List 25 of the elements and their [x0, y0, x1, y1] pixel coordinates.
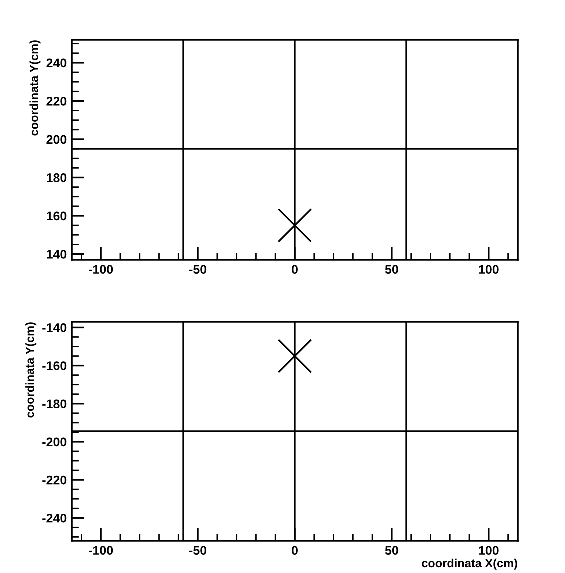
y-tick-label: -180 [42, 400, 67, 409]
y-tick-label: 140 [47, 250, 67, 259]
x-tick-label: 50 [385, 265, 398, 274]
y-axis-title: coordinata Y(cm) [26, 322, 37, 418]
x-tick-label: 0 [292, 265, 298, 274]
y-tick-label: 240 [46, 58, 67, 68]
y-tick-label: 200 [46, 135, 67, 144]
y-tick-label: 220 [46, 97, 67, 106]
y-tick-label: 180 [47, 174, 67, 182]
x-tick-label: -50 [190, 265, 207, 274]
x-tick-label: 100 [479, 546, 499, 556]
x-tick-label: 50 [385, 546, 398, 556]
y-tick-label: -240 [42, 514, 67, 523]
y-axis-title: coordinata Y(cm) [30, 40, 41, 136]
x-axis-title: coordinata X(cm) [422, 558, 518, 570]
y-tick-label: -160 [42, 362, 67, 370]
y-tick-label: -140 [42, 324, 67, 332]
x-tick-label: 0 [292, 546, 298, 556]
y-tick-label: -220 [42, 476, 67, 485]
y-tick-label: 160 [47, 212, 67, 221]
x-tick-label: 100 [479, 265, 499, 274]
x-tick-label: -100 [89, 265, 114, 274]
x-tick-label: -50 [190, 546, 207, 556]
y-tick-label: -200 [42, 438, 67, 447]
x-tick-label: -100 [89, 546, 114, 556]
